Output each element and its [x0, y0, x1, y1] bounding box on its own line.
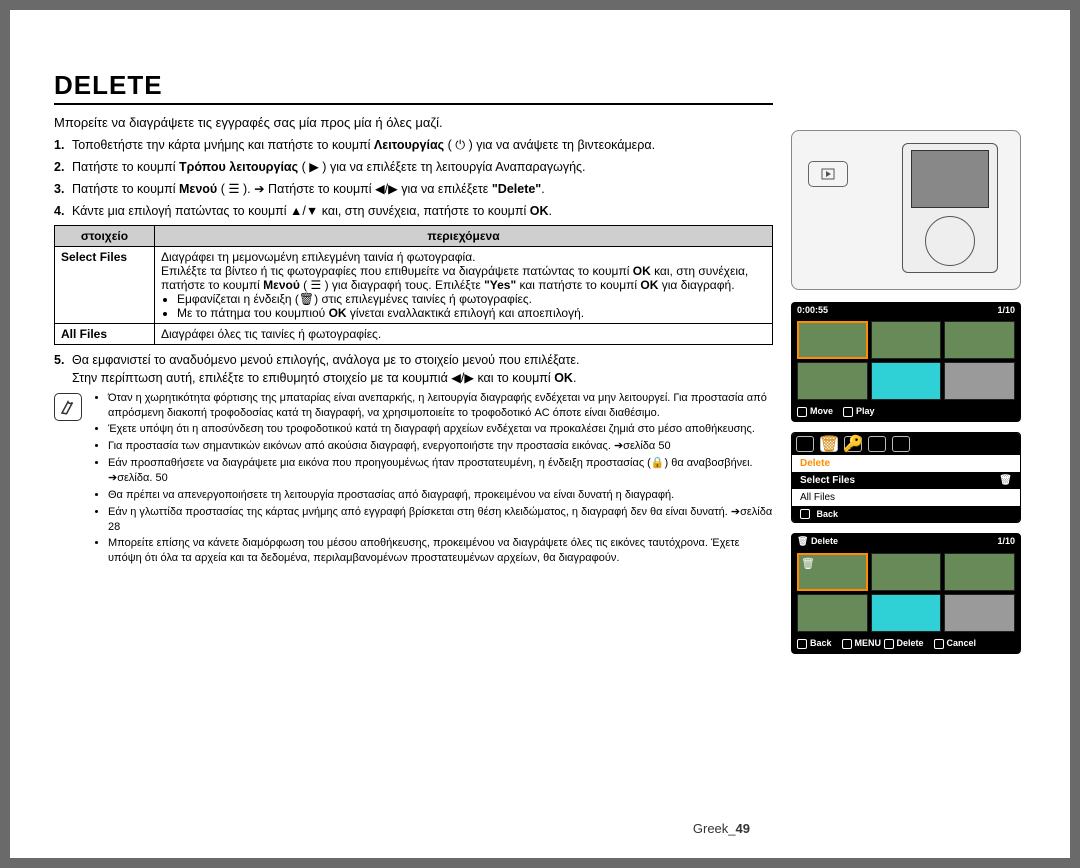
camera-body — [902, 143, 998, 273]
camera-dpad — [925, 216, 975, 266]
steps-list: 1.Τοποθετήστε την κάρτα μνήμης και πατήσ… — [54, 136, 773, 221]
thumbnail[interactable] — [871, 321, 942, 359]
menu-back[interactable]: Back — [792, 506, 1020, 523]
step-3: 3.Πατήστε το κουμπί Μενού ( ☰ ). ➔ Πατήσ… — [72, 180, 773, 198]
thumbnail[interactable] — [871, 553, 942, 591]
note-icon — [54, 393, 82, 421]
thumbnail[interactable] — [797, 553, 868, 591]
tab-copy-icon[interactable]: ▣ — [892, 436, 910, 452]
content-column: DELETE Μπορείτε να διαγράψετε τις εγγραφ… — [54, 70, 773, 838]
note-item: Όταν η χωρητικότητα φόρτισης της μπαταρί… — [108, 391, 773, 421]
step-1: 1.Τοποθετήστε την κάρτα μνήμης και πατήσ… — [72, 136, 773, 154]
screenshot-delete-menu: ⚙ 🗑 🔑 ↗ ▣ Delete Select Files 🗑 All File… — [791, 432, 1021, 524]
col-content: περιεχόμενα — [155, 225, 773, 246]
options-table: στοιχείο περιεχόμενα Select FilesΔιαγράφ… — [54, 225, 773, 345]
table-row: All FilesΔιαγράφει όλες τις ταινίες ή φω… — [55, 323, 773, 344]
menu-tab-bar: ⚙ 🗑 🔑 ↗ ▣ — [792, 433, 1020, 455]
delete-label: 🗑 Delete — [797, 536, 838, 547]
play-mode-button-icon — [808, 161, 848, 187]
note-item: Εάν προσπαθήσετε να διαγράψετε μια εικόν… — [108, 456, 773, 486]
camera-screen — [911, 150, 989, 208]
menu-item-select-files[interactable]: Select Files 🗑 — [792, 472, 1020, 489]
step-4: 4.Κάντε μια επιλογή πατώντας το κουμπί ▲… — [72, 202, 773, 220]
trash-icon: 🗑 — [999, 475, 1012, 486]
tab-settings-icon[interactable]: ⚙ — [796, 436, 814, 452]
thumbnail[interactable] — [797, 594, 868, 632]
clip-count: 1/10 — [997, 305, 1015, 315]
page-title: DELETE — [54, 70, 773, 105]
tab-delete-icon[interactable]: 🗑 — [820, 436, 838, 452]
hint-move: Move — [797, 406, 833, 417]
tab-protect-icon[interactable]: 🔑 — [844, 436, 862, 452]
note-item: Θα πρέπει να απενεργοποιήσετε τη λειτουρ… — [108, 488, 773, 503]
clip-count: 1/10 — [997, 536, 1015, 547]
table-row: Select FilesΔιαγράφει τη μεμονωμένη επιλ… — [55, 246, 773, 323]
illustration-column: 0:00:55 1/10 Move Play ⚙ 🗑 🔑 ↗ — [791, 70, 1026, 838]
note-item: Μπορείτε επίσης να κάνετε διαμόρφωση του… — [108, 536, 773, 566]
hint-delete: MENU Delete — [842, 638, 924, 649]
thumbnail-grid — [791, 318, 1021, 403]
step-5: 5. Θα εμφανιστεί το αναδυόμενο μενού επι… — [72, 351, 773, 387]
thumbnail-grid — [791, 550, 1021, 635]
note-item: Έχετε υπόψη ότι η αποσύνδεση του τροφοδο… — [108, 422, 773, 437]
note-item: Εάν η γλωττίδα προστασίας της κάρτας μνή… — [108, 505, 773, 535]
step5-list: 5. Θα εμφανιστεί το αναδυόμενο μενού επι… — [54, 351, 773, 387]
thumbnail[interactable] — [944, 321, 1015, 359]
thumbnail[interactable] — [944, 553, 1015, 591]
col-item: στοιχείο — [55, 225, 155, 246]
intro-text: Μπορείτε να διαγράψετε τις εγγραφές σας … — [54, 115, 773, 130]
page-footer: Greek_49 — [693, 821, 750, 836]
hint-play: Play — [843, 406, 875, 417]
thumbnail[interactable] — [797, 362, 868, 400]
menu-title: Delete — [792, 455, 1020, 472]
hint-cancel: Cancel — [934, 638, 977, 649]
notes-block: Όταν η χωρητικότητα φόρτισης της μπαταρί… — [54, 391, 773, 568]
thumbnail[interactable] — [944, 362, 1015, 400]
screenshot-delete-grid: 🗑 Delete 1/10 Back MENU Delete Cancel — [791, 533, 1021, 654]
clip-time: 0:00:55 — [797, 305, 828, 315]
note-item: Για προστασία των σημαντικών εικόνων από… — [108, 439, 773, 454]
thumbnail[interactable] — [797, 321, 868, 359]
notes-list: Όταν η χωρητικότητα φόρτισης της μπαταρί… — [92, 391, 773, 568]
thumbnail[interactable] — [944, 594, 1015, 632]
hint-back: Back — [797, 638, 832, 649]
menu-item-all-files[interactable]: All Files — [792, 489, 1020, 506]
thumbnail[interactable] — [871, 594, 942, 632]
screenshot-thumbnails: 0:00:55 1/10 Move Play — [791, 302, 1021, 422]
thumbnail[interactable] — [871, 362, 942, 400]
step-2: 2.Πατήστε το κουμπί Τρόπου λειτουργίας (… — [72, 158, 773, 176]
manual-page: DELETE Μπορείτε να διαγράψετε τις εγγραφ… — [10, 10, 1070, 858]
device-illustration — [791, 130, 1021, 290]
tab-share-icon[interactable]: ↗ — [868, 436, 886, 452]
